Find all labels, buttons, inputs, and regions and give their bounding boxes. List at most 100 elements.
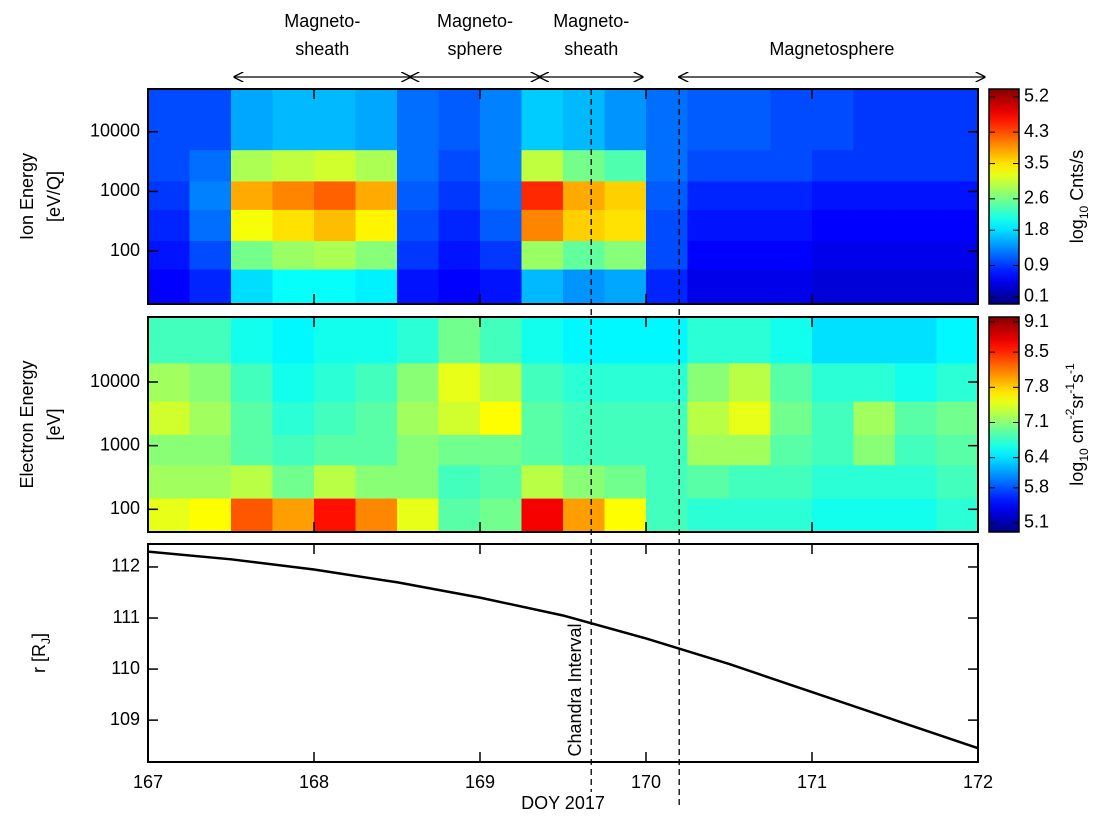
heatmap-cell	[272, 434, 315, 466]
panel-frame	[147, 88, 979, 305]
heatmap-cell	[770, 180, 813, 210]
heatmap-cell	[563, 240, 605, 270]
heatmap-cell	[355, 498, 398, 533]
heatmap-cell	[272, 317, 315, 364]
heatmap-cell	[687, 464, 730, 499]
heatmap-cell	[480, 89, 522, 151]
heatmap-cell	[521, 317, 564, 364]
heatmap-cell	[895, 464, 937, 499]
heatmap-cell	[397, 401, 439, 435]
heatmap-cell	[148, 89, 190, 151]
colorbar-tick-label: 6.4	[1024, 446, 1049, 466]
y-tick-label: 10000	[90, 120, 140, 140]
heatmap-cell	[812, 401, 854, 435]
heatmap-cell	[812, 434, 854, 466]
heatmap-cell	[397, 149, 439, 182]
heatmap-cell	[895, 89, 937, 151]
heatmap-cell	[812, 89, 854, 151]
heatmap-cell	[480, 180, 522, 210]
heatmap-cell	[687, 269, 730, 305]
heatmap-cell	[604, 498, 647, 533]
y-tick-label: 110	[111, 658, 140, 678]
heatmap-cell	[604, 240, 647, 270]
heatmap-cell	[770, 209, 813, 242]
heatmap-cell	[397, 180, 439, 210]
colorbar-tick-label: 5.8	[1024, 477, 1049, 497]
heatmap-cell	[812, 240, 854, 270]
heatmap-cell	[314, 362, 356, 402]
heatmap-cell	[355, 434, 398, 466]
heatmap-cell	[770, 89, 813, 151]
colorbar-tick-label: 8.5	[1024, 341, 1049, 361]
heatmap-cell	[646, 269, 688, 305]
heatmap-cell	[521, 434, 564, 466]
heatmap-cell	[895, 269, 937, 305]
heatmap-cell	[729, 498, 771, 533]
colorbar-tick-label: 5.2	[1024, 86, 1049, 106]
heatmap-cell	[770, 401, 813, 435]
label-part: 10	[1077, 205, 1091, 219]
heatmap-cell	[189, 362, 232, 402]
heatmap-cell	[936, 180, 979, 210]
heatmap-cell	[397, 89, 439, 151]
axis-label: log10 cm-2sr-1s-1	[1063, 363, 1091, 486]
label-part: s	[1067, 374, 1087, 383]
heatmap-cell	[646, 240, 688, 270]
heatmap-cell	[480, 269, 522, 305]
heatmap-cell	[646, 89, 688, 151]
heatmap-cell	[397, 464, 439, 499]
heatmap-cell	[646, 401, 688, 435]
colorbar-tick-label: 9.1	[1024, 311, 1049, 331]
heatmap-cell	[314, 269, 356, 305]
heatmap-cell	[812, 498, 854, 533]
heatmap-cell	[729, 317, 771, 364]
heatmap-cell	[563, 464, 605, 499]
region-label: sphere	[447, 39, 502, 59]
heatmap-cell	[853, 209, 896, 242]
heatmap-cell	[397, 362, 439, 402]
heatmap-cell	[646, 149, 688, 182]
heatmap-cell	[604, 434, 647, 466]
heatmap-cell	[480, 464, 522, 499]
y-tick-label: 112	[111, 556, 140, 576]
heatmap-cell	[563, 180, 605, 210]
heatmap-cell	[563, 149, 605, 182]
heatmap-cell	[521, 180, 564, 210]
axis-label: r [RJ]	[29, 633, 53, 673]
heatmap-cell	[563, 401, 605, 435]
heatmap-cell	[355, 464, 398, 499]
panel-frame	[147, 543, 979, 763]
heatmap-cell	[438, 362, 481, 402]
heatmap-cell	[272, 464, 315, 499]
heatmap-cell	[936, 269, 979, 305]
y-tick-label: 111	[113, 607, 140, 627]
heatmap-cell	[231, 269, 273, 305]
heatmap-cell	[646, 464, 688, 499]
heatmap-cell	[438, 180, 481, 210]
heatmap-cell	[729, 269, 771, 305]
heatmap-cell	[687, 89, 730, 151]
heatmap-cell	[231, 464, 273, 499]
x-axis-label: DOY 2017	[521, 793, 605, 813]
colorbar	[988, 316, 1020, 533]
y-tick-label: 10000	[90, 371, 140, 391]
label-part: cm	[1067, 419, 1087, 448]
colorbar-tick-label: 7.1	[1024, 411, 1049, 431]
label-part: -2	[1063, 408, 1077, 419]
heatmap-cell	[936, 401, 979, 435]
x-tick-label: 172	[963, 772, 993, 792]
heatmap-cell	[148, 209, 190, 242]
heatmap-cell	[189, 464, 232, 499]
heatmap-cell	[729, 240, 771, 270]
heatmap-cell	[563, 434, 605, 466]
heatmap-cell	[355, 209, 398, 242]
heatmap-cell	[646, 317, 688, 364]
label-part: -1	[1063, 363, 1077, 374]
colorbar-tick-label: 7.8	[1024, 376, 1049, 396]
heatmap-cell	[687, 149, 730, 182]
heatmap-cell	[770, 362, 813, 402]
label-part: sr	[1067, 394, 1087, 409]
heatmap-cell	[687, 498, 730, 533]
heatmap-cell	[397, 240, 439, 270]
